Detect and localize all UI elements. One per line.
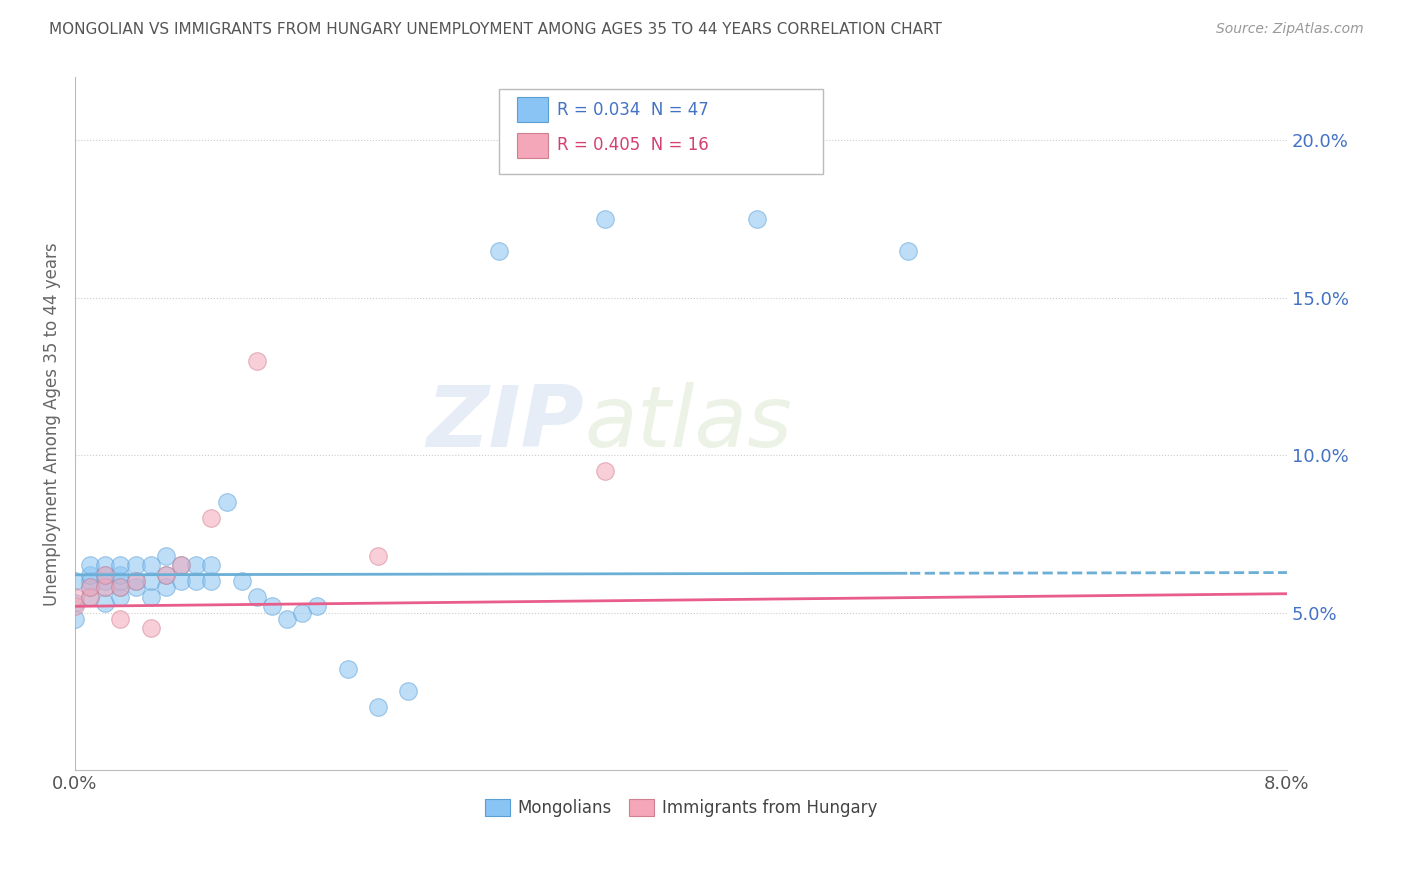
Point <box>110 581 132 595</box>
Point <box>170 558 193 573</box>
Point <box>94 596 117 610</box>
Point <box>124 558 146 573</box>
Point <box>79 574 101 588</box>
Point <box>79 581 101 595</box>
Point <box>488 244 510 258</box>
Point <box>260 599 283 614</box>
Point <box>170 558 193 573</box>
Point <box>110 612 132 626</box>
Point <box>110 567 132 582</box>
Text: R = 0.034  N = 47: R = 0.034 N = 47 <box>557 101 709 119</box>
Point <box>155 567 177 582</box>
Y-axis label: Unemployment Among Ages 35 to 44 years: Unemployment Among Ages 35 to 44 years <box>44 242 60 606</box>
Point <box>94 574 117 588</box>
Point <box>124 581 146 595</box>
Point <box>215 495 238 509</box>
Point <box>276 612 298 626</box>
Point <box>155 549 177 563</box>
Point <box>124 574 146 588</box>
Point <box>110 581 132 595</box>
Point <box>110 574 132 588</box>
Point <box>63 612 86 626</box>
Text: Source: ZipAtlas.com: Source: ZipAtlas.com <box>1216 22 1364 37</box>
Point <box>139 574 162 588</box>
Text: atlas: atlas <box>583 382 792 466</box>
Point <box>170 574 193 588</box>
Point <box>745 212 768 227</box>
Point <box>79 590 101 604</box>
Point <box>897 244 920 258</box>
Point <box>79 590 101 604</box>
Point <box>79 567 101 582</box>
Point <box>79 558 101 573</box>
Point <box>307 599 329 614</box>
Point <box>593 464 616 478</box>
Point <box>63 596 86 610</box>
Point <box>367 700 389 714</box>
Point <box>186 558 208 573</box>
Point <box>200 558 222 573</box>
Point <box>246 353 269 368</box>
Point <box>593 212 616 227</box>
Point <box>139 558 162 573</box>
Text: MONGOLIAN VS IMMIGRANTS FROM HUNGARY UNEMPLOYMENT AMONG AGES 35 TO 44 YEARS CORR: MONGOLIAN VS IMMIGRANTS FROM HUNGARY UNE… <box>49 22 942 37</box>
Point <box>336 662 359 676</box>
Point <box>139 590 162 604</box>
Text: ZIP: ZIP <box>426 382 583 466</box>
Point <box>231 574 253 588</box>
Point <box>79 581 101 595</box>
Point <box>291 606 314 620</box>
Point <box>94 581 117 595</box>
Point <box>63 599 86 614</box>
Legend: Mongolians, Immigrants from Hungary: Mongolians, Immigrants from Hungary <box>478 792 884 824</box>
Point <box>139 621 162 635</box>
Point <box>246 590 269 604</box>
Text: R = 0.405  N = 16: R = 0.405 N = 16 <box>557 136 709 154</box>
Point <box>94 558 117 573</box>
Point <box>110 590 132 604</box>
Point <box>110 558 132 573</box>
Point <box>63 590 86 604</box>
Point <box>186 574 208 588</box>
Point <box>63 574 86 588</box>
Point <box>94 581 117 595</box>
Point <box>155 567 177 582</box>
Point <box>200 511 222 525</box>
Point <box>94 567 117 582</box>
Point <box>155 581 177 595</box>
Point <box>124 574 146 588</box>
Point <box>396 684 419 698</box>
Point <box>200 574 222 588</box>
Point <box>94 567 117 582</box>
Point <box>367 549 389 563</box>
